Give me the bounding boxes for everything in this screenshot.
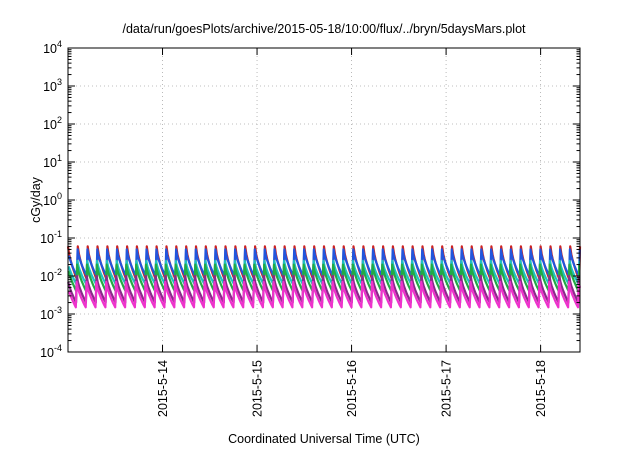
- y-tick-label-base: 10: [40, 270, 54, 284]
- chart-title: /data/run/goesPlots/archive/2015-05-18/1…: [122, 22, 526, 36]
- series-group: [66, 245, 582, 309]
- y-tick-label-exponent: 3: [57, 77, 62, 87]
- x-tick-label: 2015-5-17: [440, 360, 454, 417]
- y-tick-label-base: 10: [43, 80, 57, 94]
- y-tick-label: 10-4: [40, 343, 62, 360]
- y-tick-label: 100: [43, 191, 62, 208]
- y-tick-label-exponent: 2: [57, 115, 62, 125]
- series-line: [67, 280, 581, 309]
- y-tick-label-base: 10: [40, 308, 54, 322]
- y-tick-label-base: 10: [43, 156, 57, 170]
- y-tick-label-exponent: -1: [54, 229, 62, 239]
- x-tick-label: 2015-5-18: [534, 360, 548, 417]
- x-tick-label: 2015-5-14: [156, 360, 170, 417]
- y-tick-label: 10-2: [40, 267, 62, 284]
- y-tick-label-base: 10: [43, 194, 57, 208]
- x-axis-label: Coordinated Universal Time (UTC): [228, 432, 420, 446]
- y-tick-label-exponent: 4: [57, 39, 62, 49]
- y-tick-label: 104: [43, 39, 62, 56]
- y-tick-label-exponent: -3: [54, 305, 62, 315]
- x-tick-label: 2015-5-16: [345, 360, 359, 417]
- y-tick-label-base: 10: [40, 346, 54, 360]
- y-tick-label: 10-3: [40, 305, 62, 322]
- y-tick-label: 101: [43, 153, 62, 170]
- y-tick-label-base: 10: [43, 118, 57, 132]
- series-line: [67, 263, 581, 293]
- y-tick-label: 102: [43, 115, 62, 132]
- y-tick-label-exponent: 0: [57, 191, 62, 201]
- x-tick-label: 2015-5-15: [251, 360, 265, 417]
- y-tick-label: 103: [43, 77, 62, 94]
- y-tick-label-exponent: -4: [54, 343, 62, 353]
- y-tick-label-exponent: 1: [57, 153, 62, 163]
- series-line: [67, 274, 581, 304]
- series-line: [67, 259, 581, 286]
- y-tick-label-base: 10: [40, 232, 54, 246]
- y-tick-label-base: 10: [43, 42, 57, 56]
- y-tick-label: 10-1: [40, 229, 62, 246]
- x-axis: 2015-5-14 2015-5-15 2015-5-16 2015-5-17 2015…: [156, 48, 548, 417]
- y-tick-label-exponent: -2: [54, 267, 62, 277]
- series-line: [67, 248, 581, 278]
- y-axis-label: cGy/day: [29, 176, 43, 223]
